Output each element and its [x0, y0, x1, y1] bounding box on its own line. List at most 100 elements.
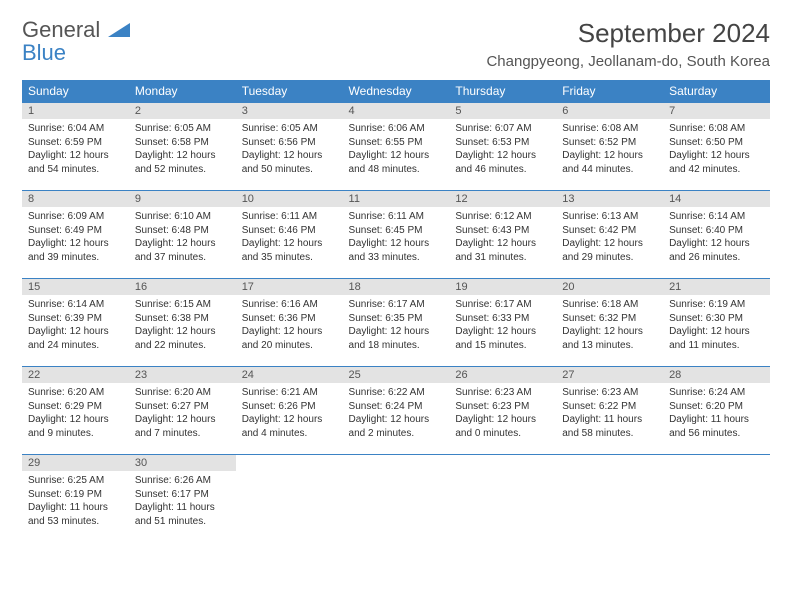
calendar-day-cell: 25Sunrise: 6:22 AMSunset: 6:24 PMDayligh… — [343, 367, 450, 455]
day-number: 7 — [663, 103, 770, 119]
weekday-header: Saturday — [663, 80, 770, 103]
day-body: Sunrise: 6:05 AMSunset: 6:56 PMDaylight:… — [236, 119, 343, 180]
sunrise-line: Sunrise: 6:12 AM — [455, 211, 531, 222]
calendar-day-cell: 14Sunrise: 6:14 AMSunset: 6:40 PMDayligh… — [663, 191, 770, 279]
calendar-day-cell: 12Sunrise: 6:12 AMSunset: 6:43 PMDayligh… — [449, 191, 556, 279]
logo-triangle-icon — [108, 23, 130, 37]
day-number: 28 — [663, 367, 770, 383]
calendar-day-cell: 21Sunrise: 6:19 AMSunset: 6:30 PMDayligh… — [663, 279, 770, 367]
calendar-day-cell: 5Sunrise: 6:07 AMSunset: 6:53 PMDaylight… — [449, 103, 556, 191]
calendar-day-cell: 22Sunrise: 6:20 AMSunset: 6:29 PMDayligh… — [22, 367, 129, 455]
calendar-day-cell: 7Sunrise: 6:08 AMSunset: 6:50 PMDaylight… — [663, 103, 770, 191]
day-number: 24 — [236, 367, 343, 383]
sunset-line: Sunset: 6:20 PM — [669, 401, 743, 412]
calendar-day-cell: .. — [556, 455, 663, 543]
sunrise-line: Sunrise: 6:17 AM — [349, 299, 425, 310]
day-number: 8 — [22, 191, 129, 207]
sunset-line: Sunset: 6:24 PM — [349, 401, 423, 412]
sunset-line: Sunset: 6:58 PM — [135, 137, 209, 148]
day-body: Sunrise: 6:18 AMSunset: 6:32 PMDaylight:… — [556, 295, 663, 356]
logo: General Blue — [22, 18, 130, 64]
day-number: 17 — [236, 279, 343, 295]
sunset-line: Sunset: 6:42 PM — [562, 225, 636, 236]
day-body: Sunrise: 6:11 AMSunset: 6:46 PMDaylight:… — [236, 207, 343, 268]
weekday-header: Tuesday — [236, 80, 343, 103]
weekday-header: Monday — [129, 80, 236, 103]
daylight-line: Daylight: 12 hours and 7 minutes. — [135, 414, 216, 439]
day-number: 27 — [556, 367, 663, 383]
sunset-line: Sunset: 6:46 PM — [242, 225, 316, 236]
sunrise-line: Sunrise: 6:13 AM — [562, 211, 638, 222]
sunset-line: Sunset: 6:52 PM — [562, 137, 636, 148]
sunset-line: Sunset: 6:22 PM — [562, 401, 636, 412]
day-number: 13 — [556, 191, 663, 207]
sunset-line: Sunset: 6:56 PM — [242, 137, 316, 148]
sunset-line: Sunset: 6:33 PM — [455, 313, 529, 324]
sunrise-line: Sunrise: 6:23 AM — [455, 387, 531, 398]
day-number: 25 — [343, 367, 450, 383]
day-number: 2 — [129, 103, 236, 119]
sunrise-line: Sunrise: 6:15 AM — [135, 299, 211, 310]
calendar-day-cell: 3Sunrise: 6:05 AMSunset: 6:56 PMDaylight… — [236, 103, 343, 191]
sunset-line: Sunset: 6:39 PM — [28, 313, 102, 324]
sunset-line: Sunset: 6:53 PM — [455, 137, 529, 148]
day-body: Sunrise: 6:20 AMSunset: 6:29 PMDaylight:… — [22, 383, 129, 444]
daylight-line: Daylight: 12 hours and 9 minutes. — [28, 414, 109, 439]
daylight-line: Daylight: 12 hours and 4 minutes. — [242, 414, 323, 439]
day-body: Sunrise: 6:21 AMSunset: 6:26 PMDaylight:… — [236, 383, 343, 444]
calendar-day-cell: 15Sunrise: 6:14 AMSunset: 6:39 PMDayligh… — [22, 279, 129, 367]
day-body: Sunrise: 6:17 AMSunset: 6:35 PMDaylight:… — [343, 295, 450, 356]
day-number: 1 — [22, 103, 129, 119]
sunset-line: Sunset: 6:43 PM — [455, 225, 529, 236]
sunrise-line: Sunrise: 6:23 AM — [562, 387, 638, 398]
day-body: Sunrise: 6:14 AMSunset: 6:40 PMDaylight:… — [663, 207, 770, 268]
weekday-header: Wednesday — [343, 80, 450, 103]
day-number: 4 — [343, 103, 450, 119]
day-body: Sunrise: 6:08 AMSunset: 6:50 PMDaylight:… — [663, 119, 770, 180]
sunset-line: Sunset: 6:17 PM — [135, 489, 209, 500]
day-body: Sunrise: 6:23 AMSunset: 6:22 PMDaylight:… — [556, 383, 663, 444]
day-body: Sunrise: 6:06 AMSunset: 6:55 PMDaylight:… — [343, 119, 450, 180]
sunset-line: Sunset: 6:40 PM — [669, 225, 743, 236]
sunset-line: Sunset: 6:30 PM — [669, 313, 743, 324]
sunrise-line: Sunrise: 6:14 AM — [669, 211, 745, 222]
day-number: 20 — [556, 279, 663, 295]
day-number: 5 — [449, 103, 556, 119]
day-body: Sunrise: 6:19 AMSunset: 6:30 PMDaylight:… — [663, 295, 770, 356]
daylight-line: Daylight: 11 hours and 56 minutes. — [669, 414, 749, 439]
logo-line1: General — [22, 17, 100, 42]
day-body: Sunrise: 6:04 AMSunset: 6:59 PMDaylight:… — [22, 119, 129, 180]
day-body: Sunrise: 6:08 AMSunset: 6:52 PMDaylight:… — [556, 119, 663, 180]
calendar-day-cell: 6Sunrise: 6:08 AMSunset: 6:52 PMDaylight… — [556, 103, 663, 191]
calendar-day-cell: 18Sunrise: 6:17 AMSunset: 6:35 PMDayligh… — [343, 279, 450, 367]
sunrise-line: Sunrise: 6:08 AM — [669, 123, 745, 134]
sunrise-line: Sunrise: 6:21 AM — [242, 387, 318, 398]
daylight-line: Daylight: 12 hours and 33 minutes. — [349, 238, 430, 263]
sunrise-line: Sunrise: 6:11 AM — [242, 211, 317, 222]
calendar-day-cell: 11Sunrise: 6:11 AMSunset: 6:45 PMDayligh… — [343, 191, 450, 279]
daylight-line: Daylight: 12 hours and 22 minutes. — [135, 326, 216, 351]
daylight-line: Daylight: 12 hours and 29 minutes. — [562, 238, 643, 263]
calendar-day-cell: 10Sunrise: 6:11 AMSunset: 6:46 PMDayligh… — [236, 191, 343, 279]
sunset-line: Sunset: 6:35 PM — [349, 313, 423, 324]
sunrise-line: Sunrise: 6:20 AM — [28, 387, 104, 398]
sunrise-line: Sunrise: 6:11 AM — [349, 211, 424, 222]
sunrise-line: Sunrise: 6:05 AM — [135, 123, 211, 134]
day-number: 9 — [129, 191, 236, 207]
sunrise-line: Sunrise: 6:22 AM — [349, 387, 425, 398]
day-number: 11 — [343, 191, 450, 207]
daylight-line: Daylight: 12 hours and 39 minutes. — [28, 238, 109, 263]
day-number: 23 — [129, 367, 236, 383]
sunset-line: Sunset: 6:49 PM — [28, 225, 102, 236]
calendar-day-cell: 30Sunrise: 6:26 AMSunset: 6:17 PMDayligh… — [129, 455, 236, 543]
sunset-line: Sunset: 6:50 PM — [669, 137, 743, 148]
weekday-header: Friday — [556, 80, 663, 103]
day-body: Sunrise: 6:11 AMSunset: 6:45 PMDaylight:… — [343, 207, 450, 268]
sunrise-line: Sunrise: 6:08 AM — [562, 123, 638, 134]
daylight-line: Daylight: 12 hours and 50 minutes. — [242, 150, 323, 175]
day-number: 14 — [663, 191, 770, 207]
calendar-day-cell: .. — [663, 455, 770, 543]
sunset-line: Sunset: 6:32 PM — [562, 313, 636, 324]
sunrise-line: Sunrise: 6:19 AM — [669, 299, 745, 310]
header: General Blue September 2024 Changpyeong,… — [22, 18, 770, 70]
